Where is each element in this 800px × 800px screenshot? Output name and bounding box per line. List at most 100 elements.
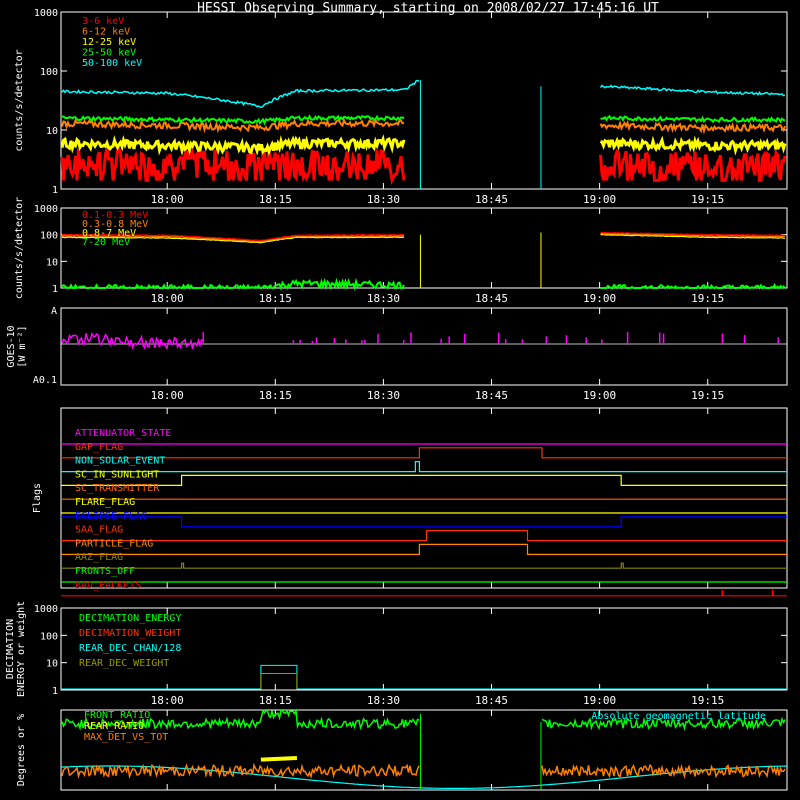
flag-label: SAA_FLAG — [75, 525, 123, 536]
panel-6: Degrees or % FRONT_RATIOREAR_RATIOMAX_DET… — [16, 708, 788, 791]
x-tick-label: 18:00 — [151, 389, 184, 402]
legend-entry: 0.8-7 MeV — [82, 228, 136, 239]
x-tick-label: 19:15 — [691, 292, 724, 305]
flag-line — [61, 447, 787, 459]
panel-frame — [60, 307, 788, 386]
x-tick-label: 19:15 — [691, 694, 724, 707]
flag-line — [61, 516, 787, 528]
flag-line — [61, 461, 787, 473]
y-axis-label: counts/s/detector — [14, 197, 25, 299]
panel-2: 18:00 18:15 18:30 18:45 19:00 19:15 counts/s/d… — [14, 197, 788, 305]
x-tick-label: 18:30 — [367, 694, 400, 707]
legend-entry: REAR_DEC_CHAN/128 — [79, 643, 181, 654]
legend-entry: 50-100 keV — [82, 58, 142, 69]
legend-entry: 6-12 keV — [82, 27, 130, 38]
flag-label: NON_SOLAR_EVENT — [75, 456, 165, 467]
series-line — [61, 762, 786, 780]
x-tick-label: 18:45 — [475, 292, 508, 305]
panels: 18:00 18:15 18:30 18:45 19:00 19:15 counts/s/d… — [5, 8, 788, 791]
legend-entry: 7-20 MeV — [82, 237, 130, 248]
x-tick-label: 19:00 — [583, 292, 616, 305]
legend-entry: 0.1-0.3 MeV — [82, 210, 148, 221]
y-tick-label: 1 — [52, 686, 58, 697]
y-tick-label: 100 — [40, 231, 58, 242]
legend-entry: REAR_RATIO — [84, 721, 144, 732]
x-tick-label: 19:00 — [583, 193, 616, 206]
x-tick-label: 18:30 — [367, 292, 400, 305]
x-tick-label: 18:00 — [151, 193, 184, 206]
legend-entry: 3-6 keV — [82, 16, 124, 27]
y-tick-label: 1000 — [34, 604, 58, 615]
y-tick-label: 1000 — [34, 204, 58, 215]
panel-5: 18:00 18:15 18:30 18:45 19:00 19:15 DECIMATION… — [5, 601, 788, 707]
series-line — [61, 277, 786, 291]
legend-entry: 0.3-0.8 MeV — [82, 219, 148, 230]
series-line — [60, 134, 787, 157]
y-axis-label: counts/s/detector — [14, 49, 25, 151]
flag-label: SC_IN_SUNLIGHT — [75, 469, 159, 480]
y-axis-label: DECIMATION — [5, 619, 16, 679]
series-line — [61, 331, 204, 351]
series-line — [60, 765, 787, 789]
series-line — [61, 232, 785, 243]
flag-line — [61, 530, 787, 542]
legend-entry: DECIMATION_ENERGY — [79, 613, 181, 624]
flag-label: PARTICLE_FLAG — [75, 538, 153, 549]
series-line — [61, 117, 786, 135]
x-tick-label: 19:00 — [583, 694, 616, 707]
flag-label: GAP_FLAG — [75, 442, 123, 453]
y-tick-label: A0.1 — [33, 375, 57, 386]
flag-label: BAD_PACKETS — [75, 580, 141, 591]
series-line — [61, 114, 786, 126]
series-line — [61, 79, 786, 109]
y-axis-unit: [W m⁻²] — [17, 325, 28, 367]
y-tick-label: 1000 — [34, 8, 58, 19]
figure-title: HESSI Observing Summary, starting on 200… — [197, 1, 659, 16]
series-line — [61, 664, 787, 690]
legend-entry: MAX_DET_VS_TOT — [84, 732, 168, 743]
y-axis-label: GOES-10 — [6, 325, 17, 367]
x-tick-label: 18:15 — [259, 193, 292, 206]
panel-1: 18:00 18:15 18:30 18:45 19:00 19:15 counts/s/d… — [14, 8, 788, 206]
y-tick-label: 10 — [46, 126, 58, 137]
x-tick-label: 18:15 — [259, 292, 292, 305]
y-axis-label: Flags — [32, 483, 43, 513]
y-tick-label: A — [51, 306, 57, 317]
series-line — [61, 231, 786, 241]
series-line — [61, 233, 786, 244]
x-tick-label: 19:15 — [691, 193, 724, 206]
flag-label: ATTENUATOR_STATE — [75, 428, 171, 439]
x-tick-label: 18:00 — [151, 292, 184, 305]
y-tick-label: 100 — [40, 67, 58, 78]
panel-frame — [60, 11, 788, 190]
y-tick-label: 100 — [40, 631, 58, 642]
x-tick-label: 19:00 — [583, 389, 616, 402]
flag-label: FLARE_FLAG — [75, 497, 135, 508]
flag-label: AAZ_FLAG — [75, 552, 123, 563]
legend-entry: DECIMATION_WEIGHT — [79, 628, 181, 639]
series-line — [60, 146, 787, 186]
x-tick-label: 18:30 — [367, 193, 400, 206]
panel-frame — [60, 407, 788, 589]
legend-entry: Absolute geomagnetic latitude — [591, 711, 766, 722]
series-line — [61, 708, 786, 732]
y-tick-label: 1 — [52, 284, 58, 295]
panel-3: 18:00 18:15 18:30 18:45 19:00 19:15 GOES-10 [W … — [6, 306, 788, 402]
x-tick-label: 18:15 — [259, 389, 292, 402]
x-tick-label: 18:45 — [475, 193, 508, 206]
legend-entry: REAR_DEC_WEIGHT — [79, 658, 169, 669]
y-axis-label: Degrees or % — [16, 714, 27, 786]
x-tick-label: 19:15 — [691, 389, 724, 402]
x-tick-label: 18:15 — [259, 694, 292, 707]
panel-frame — [60, 607, 788, 691]
y-tick-label: 10 — [46, 659, 58, 670]
y-tick-label: 1 — [52, 185, 58, 196]
flag-line — [61, 474, 787, 486]
panel-frame — [60, 709, 788, 791]
series-line — [260, 756, 298, 762]
legend-entry: FRONT_RATIO — [84, 710, 150, 721]
legend-entry: 25-50 keV — [82, 48, 136, 59]
legend-entry: 12-25 keV — [82, 37, 136, 48]
